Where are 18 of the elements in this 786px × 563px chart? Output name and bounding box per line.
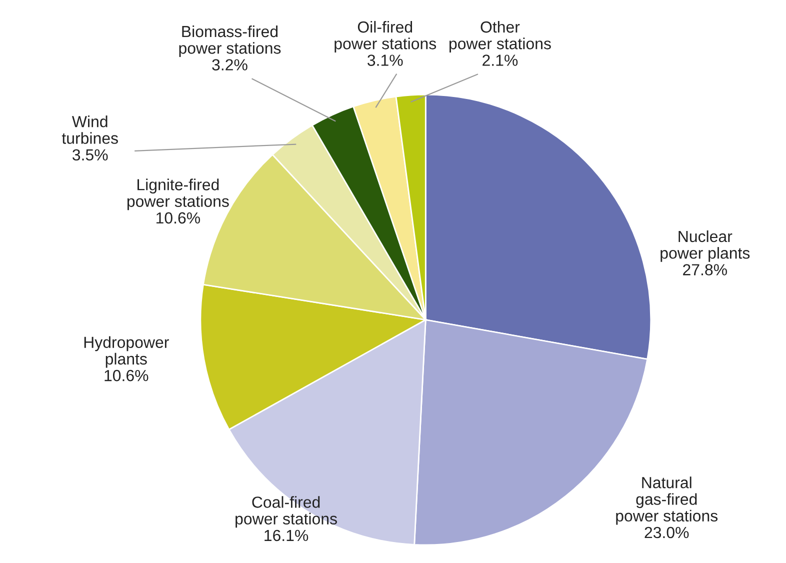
slice-label: Other power stations (450, 20, 551, 52)
slice-label: Lignite-fired power stations (127, 178, 229, 210)
data-label: 23.0% (644, 526, 689, 538)
data-label: 10.6% (104, 370, 148, 382)
slice-label: Hydropower plants (84, 336, 169, 368)
data-label: 3.1% (368, 54, 403, 66)
data-label: 3.5% (72, 149, 108, 161)
data-label: 16.1% (264, 530, 308, 542)
data-label: 2.1% (482, 54, 518, 66)
data-label: 3.2% (212, 59, 248, 70)
data-label: 10.6% (156, 212, 200, 224)
slice-label: Biomass-fired power stations (179, 25, 281, 57)
slice-label: Nuclear power plants (660, 230, 750, 262)
slice-label: Coal-fired power stations (236, 496, 337, 528)
slice-label: Natural gas-fired power stations (616, 476, 718, 525)
data-label: 27.8% (683, 264, 727, 276)
slice-label: Wind turbines (62, 116, 118, 144)
slice-label: Oil-fired power stations (334, 20, 436, 52)
